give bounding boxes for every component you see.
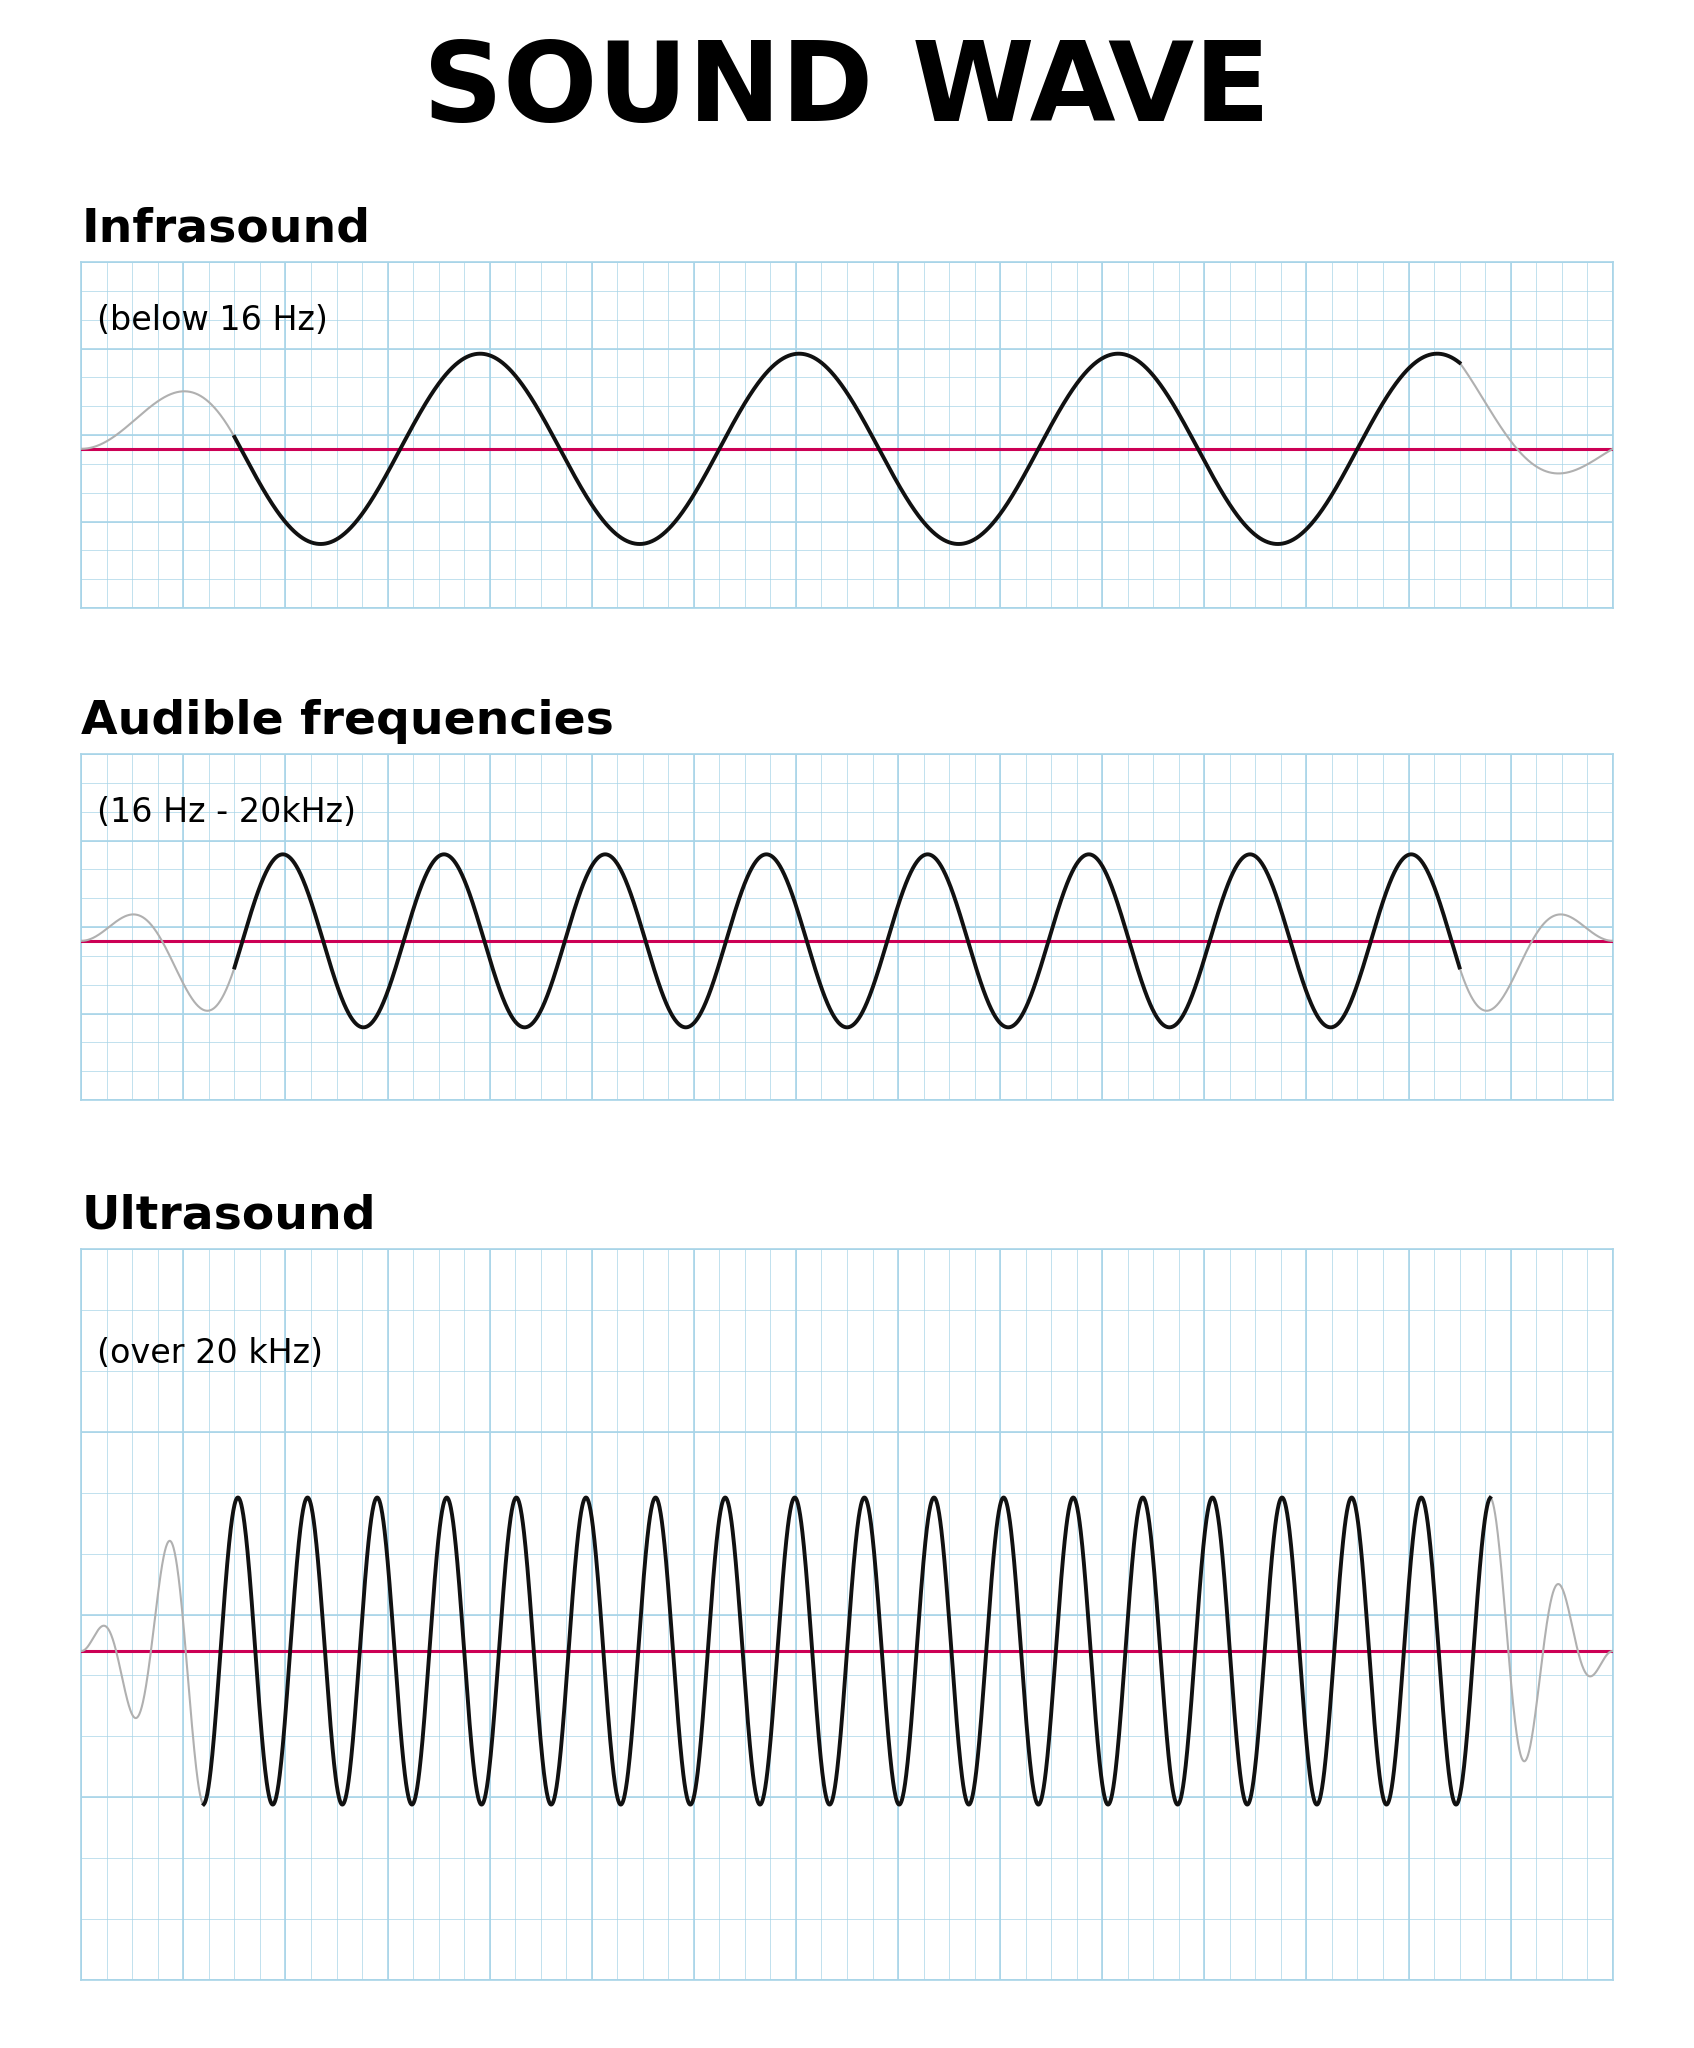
Text: (over 20 kHz): (over 20 kHz) [97, 1337, 322, 1370]
Text: SOUND WAVE: SOUND WAVE [424, 37, 1270, 143]
Text: Ultrasound: Ultrasound [81, 1194, 376, 1239]
Text: Infrasound: Infrasound [81, 207, 371, 252]
Text: (16 Hz - 20kHz): (16 Hz - 20kHz) [97, 795, 356, 829]
Text: Audible frequencies: Audible frequencies [81, 698, 615, 743]
Text: (below 16 Hz): (below 16 Hz) [97, 303, 327, 336]
